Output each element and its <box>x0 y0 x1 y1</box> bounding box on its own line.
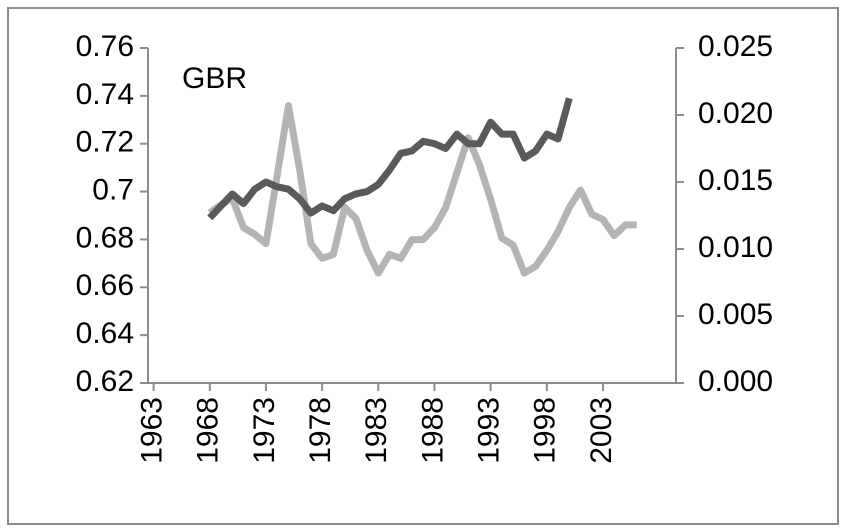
y-tick-label: 0.72 <box>76 126 134 159</box>
chart-frame <box>7 7 839 525</box>
y-tick-label: 0.74 <box>76 78 134 111</box>
y-tick-label: 0.7 <box>92 173 134 206</box>
x-tick-label: 1978 <box>304 397 337 464</box>
y-tick-label: 0.76 <box>76 30 134 63</box>
annotation: GBR <box>182 62 247 95</box>
y-tick-label: 0.68 <box>76 221 134 254</box>
x-tick-label: 1993 <box>473 397 506 464</box>
series-line <box>207 97 573 221</box>
y-tick-label: 0.66 <box>76 269 134 302</box>
series-line <box>207 102 637 277</box>
x-tick-label: 1983 <box>360 397 393 464</box>
y2-tick-label: 0.000 <box>698 365 773 398</box>
y-tick-label: 0.62 <box>76 365 134 398</box>
x-tick-label: 1973 <box>248 397 281 464</box>
x-tick-label: 2003 <box>585 397 618 464</box>
y2-tick-label: 0.010 <box>698 231 773 264</box>
x-tick-label: 1988 <box>416 397 449 464</box>
y2-tick-label: 0.025 <box>698 30 773 63</box>
x-tick-label: 1968 <box>192 397 225 464</box>
x-tick-label: 1998 <box>529 397 562 464</box>
y2-tick-label: 0.020 <box>698 97 773 130</box>
y2-tick-label: 0.015 <box>698 164 773 197</box>
y-tick-label: 0.64 <box>76 317 134 350</box>
x-tick-label: 1963 <box>136 397 169 464</box>
y2-tick-label: 0.005 <box>698 298 773 331</box>
